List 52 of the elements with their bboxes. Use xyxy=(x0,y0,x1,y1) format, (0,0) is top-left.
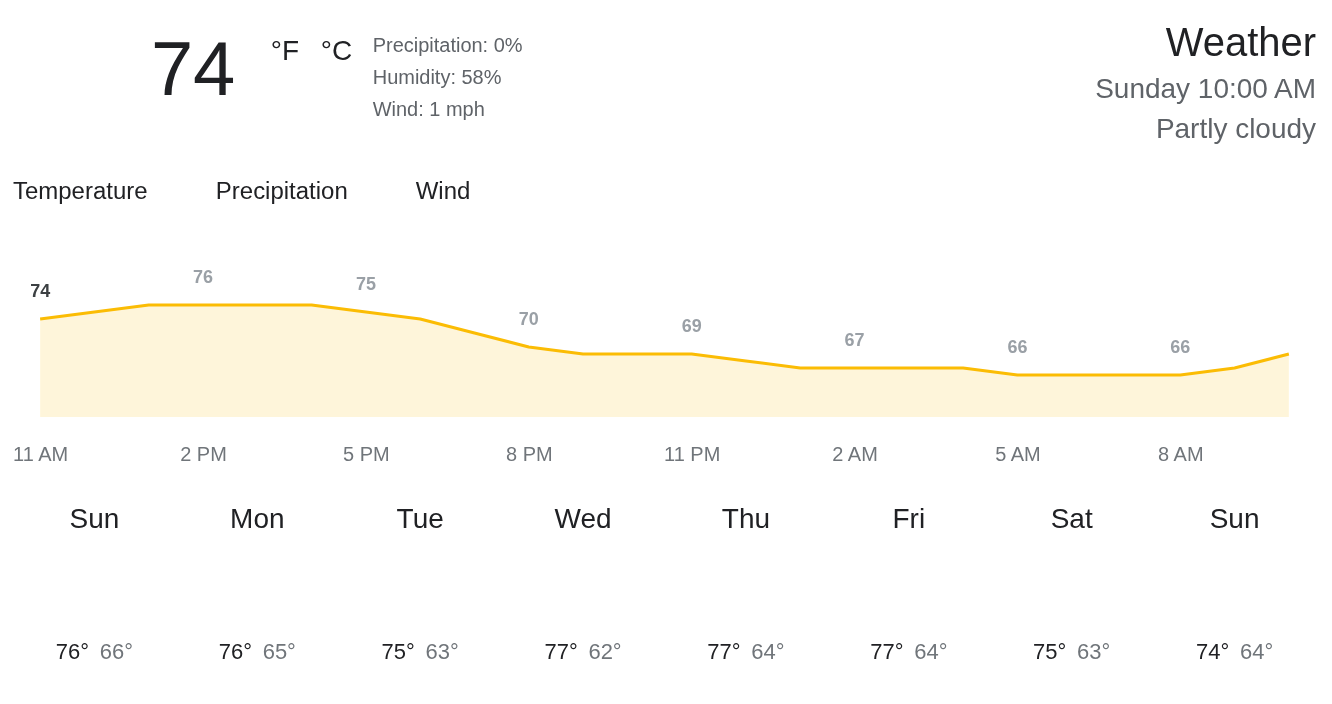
text: °F xyxy=(270,35,300,67)
data-label: 76 xyxy=(193,267,214,288)
category-label: Mon xyxy=(230,502,285,534)
category-label: Thu xyxy=(721,502,771,534)
x-tick-label: 11 PM xyxy=(664,443,721,466)
data-label: 66 xyxy=(1170,336,1191,357)
data-label: 77° xyxy=(870,638,904,664)
data-label: 64° xyxy=(751,638,785,664)
data-label: 76° xyxy=(218,638,252,664)
data-label: 64° xyxy=(914,638,948,664)
x-tick-label: 8 AM xyxy=(1158,443,1204,466)
data-label: 66° xyxy=(99,638,134,664)
data-label: 67 xyxy=(844,330,865,350)
x-tick-label: 8 PM xyxy=(505,443,553,466)
text: 74 xyxy=(150,26,236,112)
category-label: Fri xyxy=(892,502,926,534)
data-label: 75 xyxy=(355,274,376,295)
category-label: Wed xyxy=(554,502,612,534)
data-label: 77° xyxy=(544,638,578,664)
data-label: 69 xyxy=(681,316,702,337)
category-label: Sat xyxy=(1050,502,1093,534)
x-tick-label: 5 PM xyxy=(343,443,390,466)
text: Sunday 10:00 AM xyxy=(1095,73,1317,105)
category-label: Sun xyxy=(69,502,120,534)
x-tick-label: 5 AM xyxy=(995,443,1041,466)
category-label: Sun xyxy=(1209,502,1260,534)
text: Precipitation xyxy=(215,177,348,205)
text: Wind: 1 mph xyxy=(372,98,485,121)
data-label: 75° xyxy=(1033,638,1067,664)
x-tick-label: 11 AM xyxy=(13,443,69,466)
text: Temperature xyxy=(12,177,148,205)
data-label: 62° xyxy=(588,638,622,664)
data-label: 76° xyxy=(55,638,90,664)
data-label: 74 xyxy=(30,281,51,302)
data-label: 63° xyxy=(1077,638,1111,664)
data-label: 70 xyxy=(518,309,539,330)
text: Wind xyxy=(415,177,471,205)
data-label: 77° xyxy=(707,638,741,664)
data-label: 65° xyxy=(262,638,296,664)
x-tick-label: 2 AM xyxy=(832,443,878,466)
data-label: 63° xyxy=(425,638,459,664)
x-tick-label: 2 PM xyxy=(180,443,227,466)
text: Partly cloudy xyxy=(1155,113,1317,145)
data-label: 75° xyxy=(381,638,415,664)
category-label: Tue xyxy=(396,502,444,534)
text: Humidity: 58% xyxy=(372,66,502,89)
text: °C xyxy=(320,35,353,67)
data-label: 64° xyxy=(1239,638,1274,664)
text: Weather xyxy=(1165,20,1317,65)
data-label: 66 xyxy=(1007,336,1028,357)
text: Precipitation: 0% xyxy=(372,34,523,57)
data-label: 74° xyxy=(1195,638,1230,664)
